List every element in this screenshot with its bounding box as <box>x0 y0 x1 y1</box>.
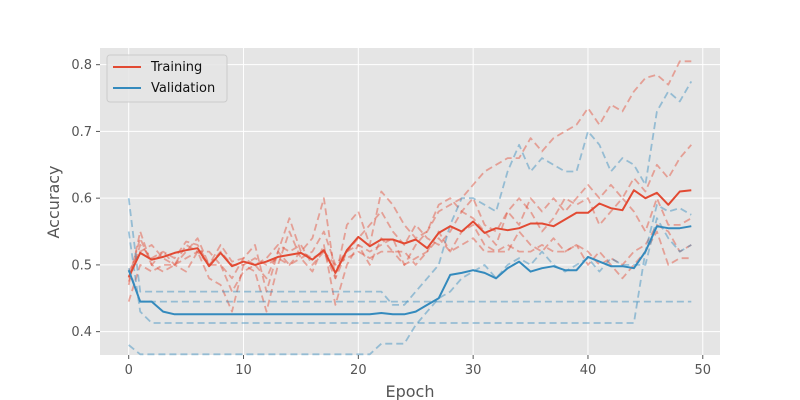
grid-lines <box>100 48 720 355</box>
training-line <box>127 189 692 278</box>
training-run-line <box>127 223 692 313</box>
x-tick-label: 0 <box>125 363 133 378</box>
training-run-line <box>127 223 692 302</box>
x-tick-label: 10 <box>235 363 252 378</box>
x-tick-label: 20 <box>350 363 367 378</box>
y-axis-title: Accuracy <box>44 165 63 238</box>
y-tick-label: 0.7 <box>71 125 92 140</box>
legend-label-validation: Validation <box>151 81 215 96</box>
x-tick-label: 50 <box>695 363 712 378</box>
training-run-line <box>127 60 692 282</box>
run-lines <box>127 60 693 356</box>
legend: Training Validation <box>106 54 228 103</box>
validation-line <box>127 225 692 316</box>
y-axis-ticks: 0.4 0.5 0.6 0.7 0.8 <box>71 58 100 340</box>
validation-run-line <box>127 80 693 306</box>
training-run-line <box>127 144 692 293</box>
y-tick-label: 0.5 <box>71 258 92 273</box>
mean-lines <box>127 189 692 316</box>
validation-run-line <box>127 203 692 324</box>
x-tick-label: 40 <box>580 363 597 378</box>
legend-label-training: Training <box>150 60 202 75</box>
x-tick-label: 30 <box>465 363 482 378</box>
x-axis-ticks: 0 10 20 30 40 50 <box>125 355 711 378</box>
y-tick-label: 0.4 <box>71 325 92 340</box>
y-tick-label: 0.6 <box>71 192 92 207</box>
y-tick-label: 0.8 <box>71 58 92 73</box>
training-run-line <box>127 190 692 293</box>
x-axis-title: Epoch <box>386 382 435 400</box>
